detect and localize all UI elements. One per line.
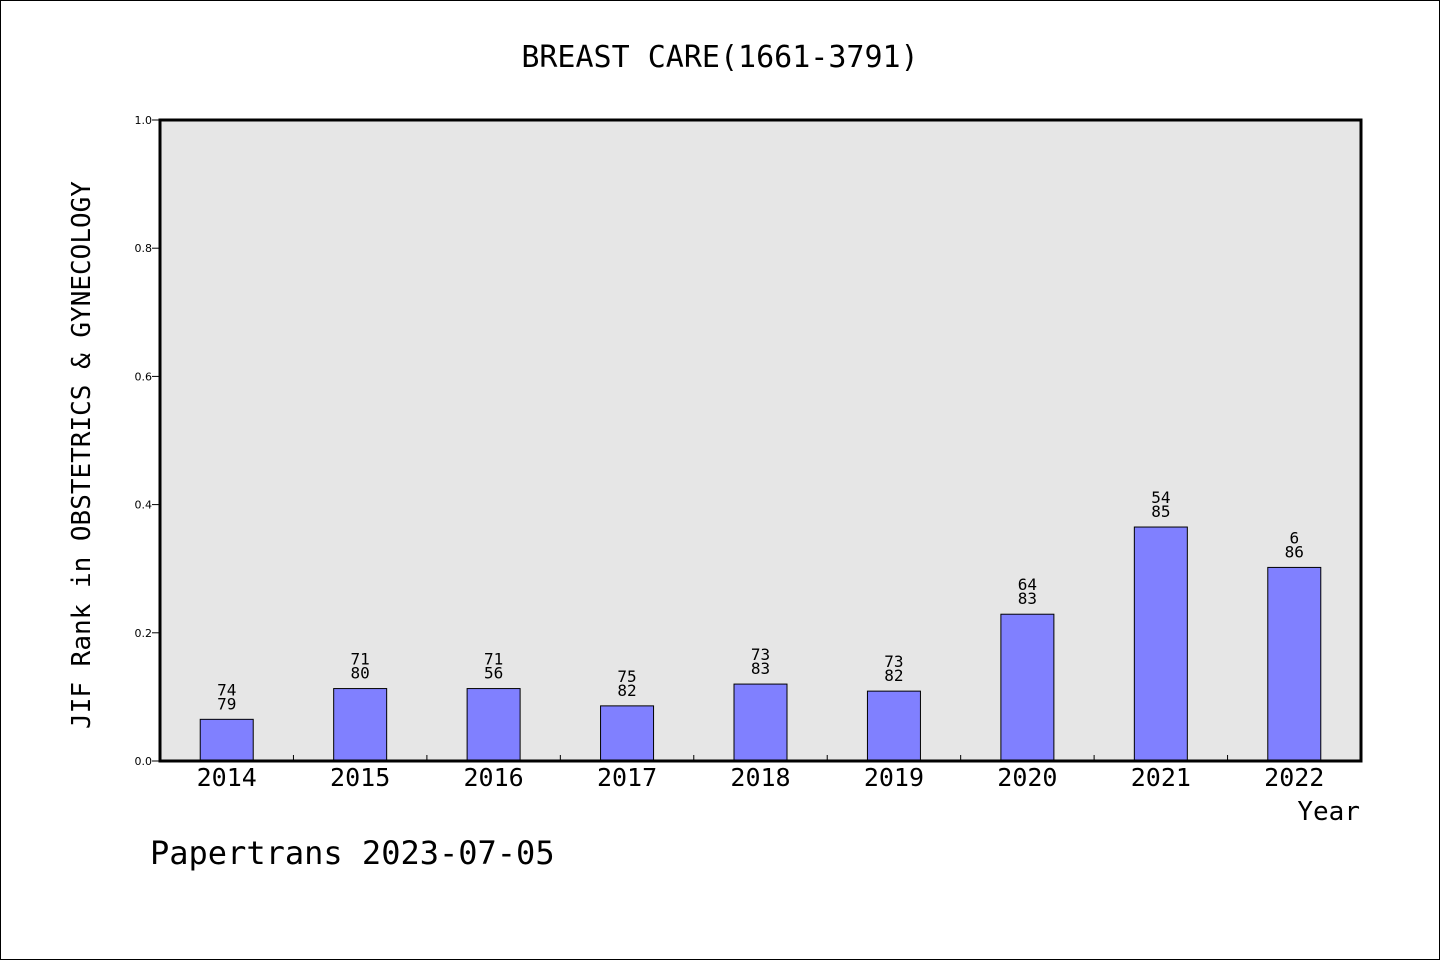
bar (1133, 526, 1188, 762)
y-axis-label: JIF Rank in OBSTETRICS & GYNECOLOGY (67, 181, 97, 729)
bar-label-top: 73 (751, 645, 770, 664)
bar-label-bottom: 82 (617, 681, 636, 700)
bar-label-bottom: 80 (351, 664, 370, 683)
bar (333, 688, 388, 762)
x-axis: 2014 2015 2016 2017 2018 2019 2020 2021 2022 (197, 755, 1324, 792)
x-tick-label: 2016 (464, 763, 524, 792)
bar-label-top: 6 (1289, 528, 1299, 547)
bar (466, 688, 521, 762)
bar-label-top: 54 (1151, 488, 1170, 507)
bar-label-bottom: 85 (1151, 502, 1170, 521)
bar (733, 683, 788, 762)
bar-label-bottom: 82 (884, 666, 903, 685)
x-tick-label: 2020 (997, 763, 1057, 792)
y-tick-label: 0.0 (135, 755, 153, 768)
bar-label-bottom: 83 (751, 659, 770, 678)
footer-watermark: Papertrans 2023-07-05 (150, 834, 555, 872)
x-tick-label: 2014 (197, 763, 257, 792)
y-tick-label: 0.8 (135, 242, 153, 255)
x-tick-label: 2019 (864, 763, 924, 792)
y-tick-label: 0.2 (135, 627, 153, 640)
bar-label-bottom: 79 (217, 694, 236, 713)
bar-label-top: 71 (351, 650, 370, 669)
y-tick-label: 1.0 (135, 114, 153, 127)
bar (1267, 566, 1322, 762)
x-tick-label: 2021 (1131, 763, 1191, 792)
x-tick-label: 2022 (1264, 763, 1324, 792)
y-tick-label: 0.4 (135, 499, 153, 512)
y-axis: 0.0 0.2 0.4 0.6 0.8 1.0 (135, 114, 160, 768)
x-tick-label: 2015 (330, 763, 390, 792)
bar-label-top: 73 (884, 652, 903, 671)
x-tick-label: 2018 (730, 763, 790, 792)
x-tick-label: 2017 (597, 763, 657, 792)
chart-title: BREAST CARE(1661-3791) (521, 40, 918, 75)
bar (199, 718, 254, 762)
bar (1000, 613, 1055, 762)
bar (866, 690, 921, 762)
y-tick-label: 0.6 (135, 370, 153, 383)
bar (600, 705, 655, 762)
bar-label-top: 64 (1018, 575, 1037, 594)
plot-border (158, 118, 1363, 763)
x-axis-label: Year (1297, 797, 1360, 827)
bar-label-top: 71 (484, 650, 503, 669)
bar-label-top: 75 (617, 667, 636, 686)
bar-label-bottom: 86 (1285, 542, 1304, 561)
bar-label-bottom: 56 (484, 664, 503, 683)
bar-label-bottom: 83 (1018, 589, 1037, 608)
bar-label-top: 74 (217, 680, 236, 699)
